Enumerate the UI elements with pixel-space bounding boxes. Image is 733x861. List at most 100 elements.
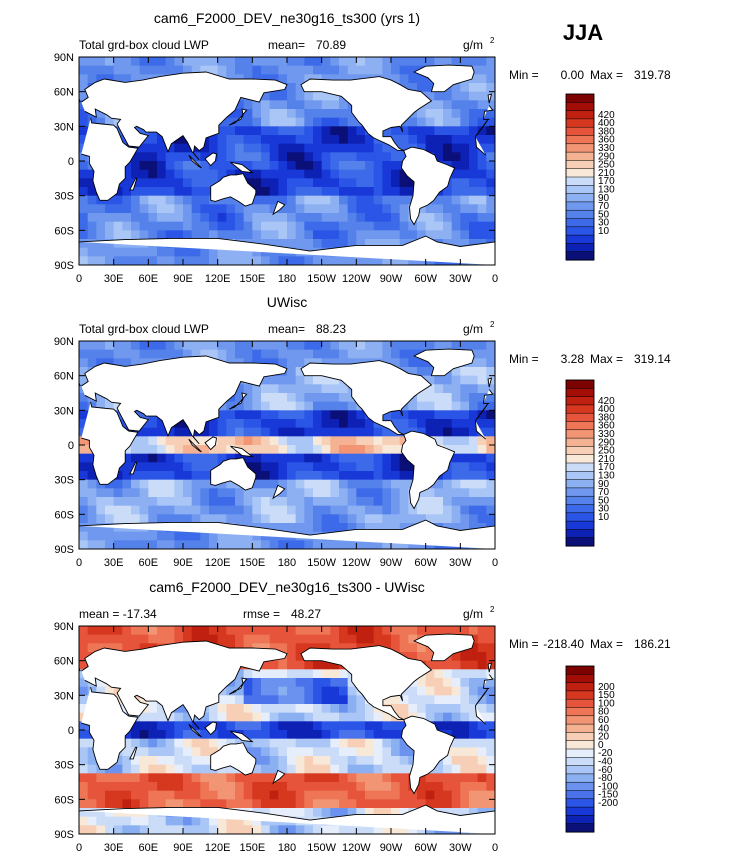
field-cell (313, 453, 323, 463)
field-cell (269, 505, 279, 515)
field-cell (295, 514, 305, 524)
field-cell (287, 764, 297, 774)
field-cell (148, 195, 158, 205)
field-cell (209, 462, 219, 472)
field-cell (157, 782, 167, 792)
field-cell (399, 65, 409, 75)
field-cell (148, 445, 158, 455)
field-cell (243, 341, 253, 351)
field-cell (382, 471, 392, 481)
field-cell (278, 808, 288, 818)
field-cell (183, 178, 193, 188)
field-cell (122, 799, 132, 809)
field-cell (399, 782, 409, 792)
field-cell (295, 712, 305, 722)
field-cell (339, 152, 349, 162)
field-cell (451, 57, 461, 67)
field-cell (157, 341, 167, 351)
colorbar-swatch (565, 379, 595, 389)
field-cell (365, 462, 375, 472)
field-cell (261, 445, 271, 455)
field-cell (287, 367, 297, 377)
field-cell (365, 419, 375, 429)
field-cell (365, 738, 375, 748)
field-cell (165, 712, 175, 722)
field-cell (243, 514, 253, 524)
field-cell (165, 143, 175, 153)
field-cell (443, 410, 453, 420)
field-cell (165, 479, 175, 489)
field-cell (408, 358, 418, 368)
field-cell (79, 161, 89, 171)
field-cell (183, 721, 193, 731)
field-cell (330, 773, 340, 783)
field-cell (382, 764, 392, 774)
field-cell (469, 505, 479, 515)
field-cell (460, 178, 470, 188)
field-cell (356, 427, 366, 437)
field-cell (174, 816, 184, 826)
field-cell (295, 152, 305, 162)
field-cell (399, 721, 409, 731)
field-cell (261, 643, 271, 653)
field-cell (356, 764, 366, 774)
field-cell (486, 401, 495, 411)
field-cell (269, 161, 279, 171)
field-cell (339, 436, 349, 446)
field-cell (391, 497, 401, 507)
field-cell (252, 143, 262, 153)
field-cell (434, 695, 444, 705)
field-cell (356, 505, 366, 515)
field-cell (287, 790, 297, 800)
colorbar-swatch (565, 388, 595, 398)
field-cell (469, 652, 479, 662)
field-cell (269, 523, 279, 533)
field-cell (295, 523, 305, 533)
field-cell (451, 497, 461, 507)
field-cell (252, 204, 262, 214)
field-cell (217, 195, 227, 205)
field-cell (243, 256, 253, 265)
field-cell (469, 764, 479, 774)
field-cell (347, 358, 357, 368)
field-cell (321, 634, 331, 644)
field-cell (408, 704, 418, 714)
field-cell (391, 808, 401, 818)
field-cell (278, 471, 288, 481)
field-cell (79, 367, 89, 377)
field-cell (287, 187, 297, 197)
field-cell (434, 660, 444, 670)
field-cell (287, 462, 297, 472)
field-cell (460, 436, 470, 446)
field-cell (451, 221, 461, 231)
field-cell (321, 161, 331, 171)
field-cell (373, 427, 383, 437)
field-cell (347, 497, 357, 507)
field-cell (252, 790, 262, 800)
field-cell (425, 341, 435, 351)
field-cell (226, 57, 236, 67)
x-tick-label: 180 (278, 842, 296, 854)
coastline-namerica (300, 76, 433, 152)
field-cell (139, 204, 149, 214)
field-cell (339, 678, 349, 688)
field-cell (399, 488, 409, 498)
coastline-madagascar (129, 177, 138, 191)
field-cell (391, 126, 401, 136)
field-cell (174, 738, 184, 748)
field-cell (252, 178, 262, 188)
field-cell (287, 712, 297, 722)
field-cell (96, 643, 106, 653)
field-cell (460, 660, 470, 670)
field-cell (105, 358, 115, 368)
field-cell (243, 204, 253, 214)
field-cell (183, 169, 193, 179)
colorbar-swatch (565, 520, 595, 530)
field-cell (321, 65, 331, 75)
field-cell (287, 65, 297, 75)
field-cell (261, 712, 271, 722)
field-cell (217, 799, 227, 809)
field-cell (339, 239, 349, 249)
field-cell (235, 514, 245, 524)
